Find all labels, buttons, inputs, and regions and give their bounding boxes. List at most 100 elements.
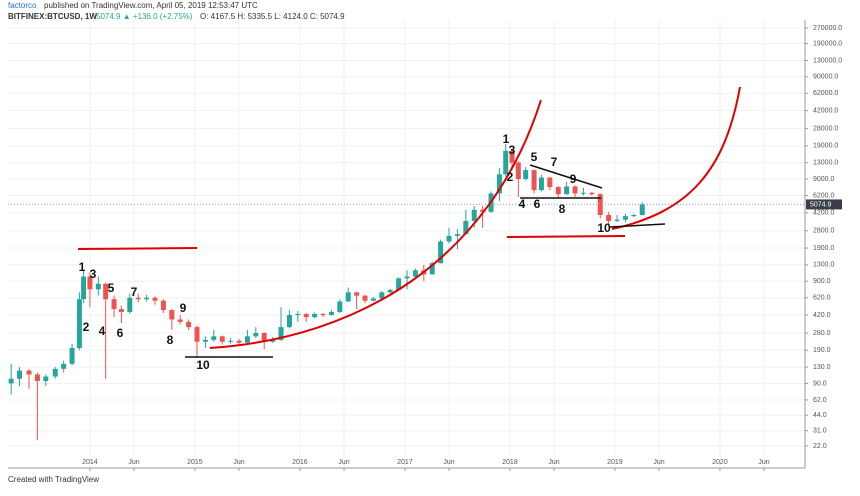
candle-body [295, 313, 301, 316]
grid [8, 20, 808, 471]
x-tick-label: Jun [338, 459, 349, 466]
candle-body [312, 313, 318, 318]
y-tick-label: 4200.0 [813, 210, 835, 217]
candle-body [211, 336, 217, 340]
candle-body [81, 276, 87, 300]
candle-body [589, 192, 595, 195]
candle-body [580, 192, 586, 194]
annotation: 2 [83, 320, 90, 334]
candle-body [404, 276, 410, 279]
candle-body [547, 177, 553, 188]
candle-body [523, 170, 529, 179]
x-tick-label: 2014 [82, 459, 98, 466]
x-tick-label: 2018 [502, 459, 518, 466]
candle-body [354, 292, 360, 296]
candle-body [61, 363, 67, 369]
x-tick-label: Jun [758, 459, 769, 466]
candle-body [135, 297, 141, 300]
last-price-label: 5074.9 [810, 201, 832, 208]
quote: 5074.9 ▲ +136.0 (+2.75%) [96, 12, 193, 21]
author[interactable]: factorco [8, 1, 37, 10]
candle-body [219, 336, 225, 342]
red-curve [209, 99, 542, 349]
candle-body [52, 368, 58, 377]
candle-body [8, 378, 14, 384]
red-curve [611, 86, 741, 230]
candle-body [144, 297, 150, 300]
candle-body [169, 310, 175, 320]
candle-body [43, 376, 49, 382]
y-tick-label: 19000.0 [813, 143, 838, 150]
candle-body [370, 298, 376, 301]
candle-body [202, 339, 208, 342]
y-tick-label: 44.0 [813, 412, 827, 419]
y-tick-label: 13000.0 [813, 160, 838, 167]
candle-body [261, 333, 267, 342]
candle-body [186, 321, 192, 328]
x-tick-label: Jun [128, 459, 139, 466]
annotation: 9 [180, 301, 187, 315]
candle-body [69, 347, 75, 364]
annotation: 3 [509, 143, 516, 157]
annotation: 1 [79, 260, 86, 274]
annotation: 4 [99, 324, 106, 338]
candle-body [118, 309, 124, 312]
x-tick-label: 2020 [712, 459, 728, 466]
red-line [77, 247, 198, 250]
symbol: BITFINEX:BTCUSD, 1W [8, 12, 97, 21]
candle-body [194, 327, 200, 342]
y-tick-label: 1300.0 [813, 262, 835, 269]
candle-body [95, 283, 101, 290]
annotation: 5 [531, 150, 538, 164]
annotation: 4 [519, 197, 526, 211]
candle-body [429, 263, 435, 275]
x-tick-label: 2019 [607, 459, 623, 466]
annotation: 6 [117, 326, 124, 340]
annotation: 6 [534, 197, 541, 211]
x-tick-label: 2017 [397, 459, 413, 466]
y-tick-label: 90000.0 [813, 74, 838, 81]
x-tick-label: 2015 [187, 459, 203, 466]
candle-body [606, 214, 612, 221]
candle-body [127, 297, 133, 312]
candle-body [253, 333, 259, 337]
candle-body [328, 311, 334, 316]
y-tick-label: 9000.0 [813, 176, 835, 183]
candle-body [236, 340, 242, 343]
candle-body [631, 214, 637, 217]
x-tick-label: Jun [443, 459, 454, 466]
support-line [609, 223, 666, 228]
annotation: 7 [131, 285, 138, 299]
candle-body [454, 234, 460, 236]
trend-line [529, 164, 603, 189]
candle-body [438, 241, 444, 264]
candle-body [152, 297, 158, 301]
annotation: 8 [559, 202, 566, 216]
candle-body [597, 194, 603, 215]
candle-body [345, 292, 351, 302]
candle-body [496, 174, 502, 194]
candle-body [111, 299, 117, 310]
y-tick-label: 22.0 [813, 443, 827, 450]
y-tick-label: 42000.0 [813, 107, 838, 114]
candle-body [320, 313, 326, 316]
candle-body [515, 162, 521, 179]
x-tick-label: 2016 [292, 459, 308, 466]
candle-body [76, 299, 82, 348]
annotation: 8 [167, 333, 174, 347]
candle-body [87, 276, 93, 290]
candle-body [26, 370, 32, 375]
annotation: 7 [551, 155, 558, 169]
y-tick-label: 270000.0 [813, 25, 842, 32]
y-tick-label: 130.0 [813, 364, 831, 371]
y-tick-label: 90.0 [813, 380, 827, 387]
x-tick-label: Jun [653, 459, 664, 466]
candle-body [177, 319, 183, 322]
y-tick-label: 190.0 [813, 347, 831, 354]
candle-body [286, 315, 292, 328]
published: published on TradingView.com, April 05, … [44, 1, 258, 10]
candle-body [531, 170, 537, 191]
candle-body [446, 235, 452, 242]
y-tick-label: 62000.0 [813, 90, 838, 97]
